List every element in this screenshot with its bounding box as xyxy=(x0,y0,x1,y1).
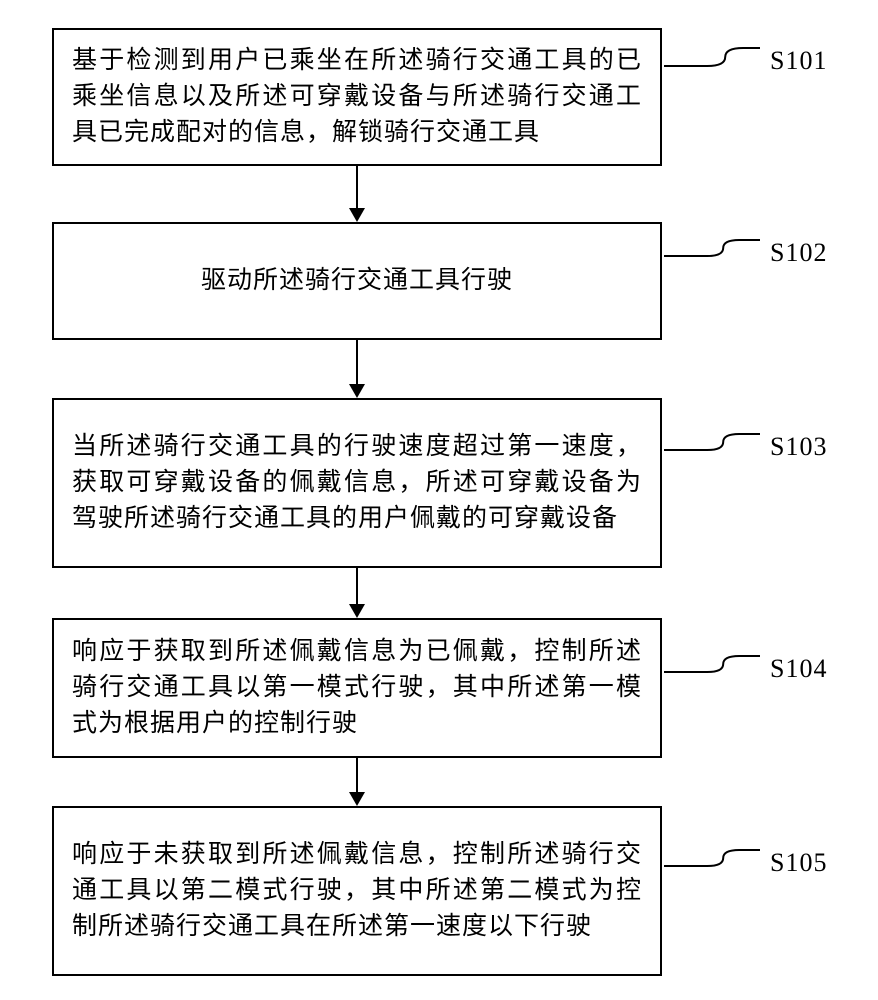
arrow-connector xyxy=(52,568,662,618)
arrow-down xyxy=(345,758,369,806)
leader-line xyxy=(662,238,762,262)
arrow-connector xyxy=(52,340,662,398)
flow-step-box: 驱动所述骑行交通工具行驶 xyxy=(52,222,662,340)
leader-line xyxy=(662,46,762,72)
step-label: S105 xyxy=(770,848,827,878)
arrow-down xyxy=(345,166,369,222)
flow-step-box: 响应于获取到所述佩戴信息为已佩戴，控制所述骑行交通工具以第一模式行驶，其中所述第… xyxy=(52,618,662,758)
leader-line xyxy=(662,654,762,678)
flow-step-box: 当所述骑行交通工具的行驶速度超过第一速度，获取可穿戴设备的佩戴信息，所述可穿戴设… xyxy=(52,398,662,568)
step-label: S103 xyxy=(770,432,827,462)
arrow-connector xyxy=(52,166,662,222)
flow-step-text: 基于检测到用户已乘坐在所述骑行交通工具的已乘坐信息以及所述可穿戴设备与所述骑行交… xyxy=(72,43,642,152)
arrow-connector xyxy=(52,758,662,806)
leader-line xyxy=(662,848,762,872)
arrow-down xyxy=(345,568,369,618)
flow-step-text: 当所述骑行交通工具的行驶速度超过第一速度，获取可穿戴设备的佩戴信息，所述可穿戴设… xyxy=(72,429,642,538)
flow-step-text: 驱动所述骑行交通工具行驶 xyxy=(201,263,513,299)
arrow-down xyxy=(345,340,369,398)
step-label: S101 xyxy=(770,46,827,76)
flowchart-container: 基于检测到用户已乘坐在所述骑行交通工具的已乘坐信息以及所述可穿戴设备与所述骑行交… xyxy=(52,28,662,976)
leader-line xyxy=(662,432,762,456)
flow-step-text: 响应于未获取到所述佩戴信息，控制所述骑行交通工具以第二模式行驶，其中所述第二模式… xyxy=(72,837,642,946)
flow-step-box: 基于检测到用户已乘坐在所述骑行交通工具的已乘坐信息以及所述可穿戴设备与所述骑行交… xyxy=(52,28,662,166)
step-label: S102 xyxy=(770,238,827,268)
flow-step-box: 响应于未获取到所述佩戴信息，控制所述骑行交通工具以第二模式行驶，其中所述第二模式… xyxy=(52,806,662,976)
flow-step-text: 响应于获取到所述佩戴信息为已佩戴，控制所述骑行交通工具以第一模式行驶，其中所述第… xyxy=(72,634,642,743)
step-label: S104 xyxy=(770,654,827,684)
